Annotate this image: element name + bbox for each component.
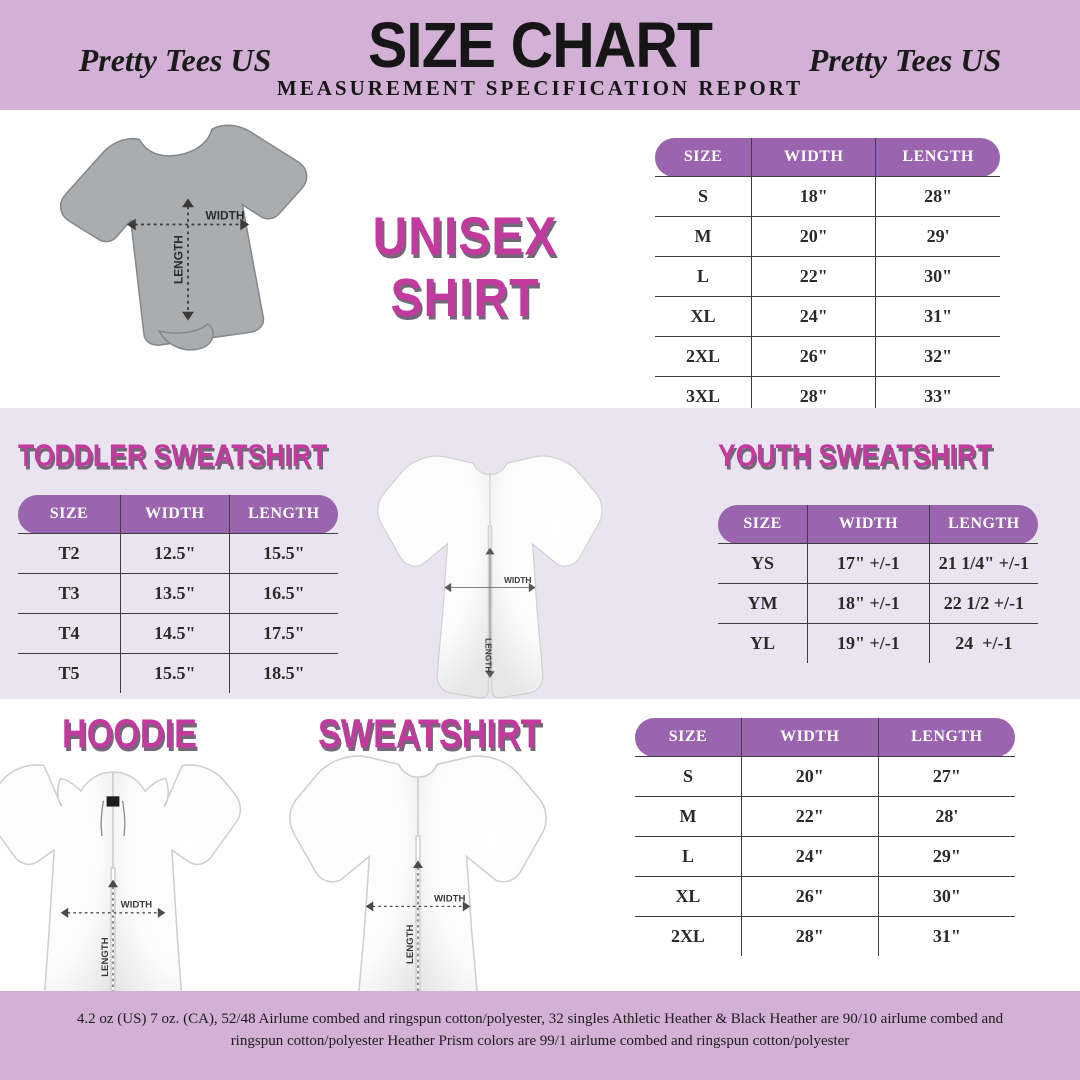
svg-text:LENGTH: LENGTH [171,235,185,284]
svg-text:WIDTH: WIDTH [206,209,245,223]
svg-text:WIDTH: WIDTH [121,900,153,911]
svg-text:WIDTH: WIDTH [434,893,466,904]
svg-text:LENGTH: LENGTH [405,924,416,964]
svg-text:LENGTH: LENGTH [100,937,111,977]
